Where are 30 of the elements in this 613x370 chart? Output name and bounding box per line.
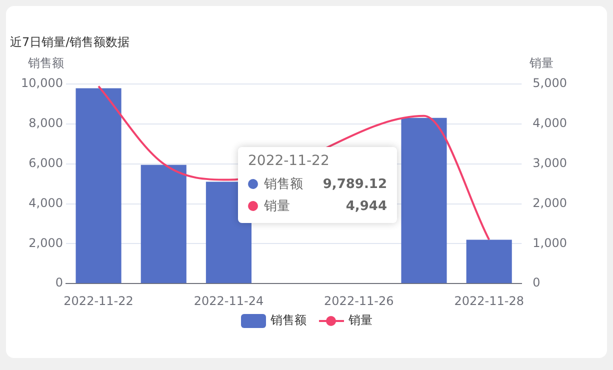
y-tick-label: 2,000 [28,236,63,250]
bar [140,164,186,284]
y-tick-label: 0 [55,276,63,290]
y2-tick-label: 5,000 [532,76,568,90]
y-tick-label: 10,000 [20,76,63,90]
chart-title: 近7日销量/销售额数据 [10,34,130,51]
y-axis-title: 销售额 [26,56,64,70]
y-tick-label: 6,000 [28,156,63,170]
y2-tick-label: 0 [532,276,540,290]
annotation: 9,789.12 [322,176,387,192]
y2-tick-label: 3,000 [532,156,568,170]
x-tick-label: 2022-11-28 [454,294,524,308]
x-tick-label: 2022-11-24 [194,294,264,308]
text: 销售额 [270,313,306,327]
y2-tick-label: 4,000 [532,116,568,130]
bar [76,88,122,284]
annotation: 4,944 [346,198,387,214]
bar [466,240,512,284]
y-tick-label: 8,000 [28,116,63,130]
x-tick-label: 2022-11-22 [64,294,134,308]
text: 销量 [348,313,372,327]
y2-tick-label: 1,000 [532,236,568,250]
bar [401,118,447,284]
x-tick-label: 2022-11-26 [324,294,394,308]
legend-label: 销量 [264,198,290,215]
annotation: 2022-11-22 [248,153,330,169]
y-tick-label: 4,000 [28,196,63,210]
y2-axis-title: 销量 [528,56,554,70]
y2-tick-label: 2,000 [532,196,568,210]
legend-label: 销售额 [264,176,303,193]
